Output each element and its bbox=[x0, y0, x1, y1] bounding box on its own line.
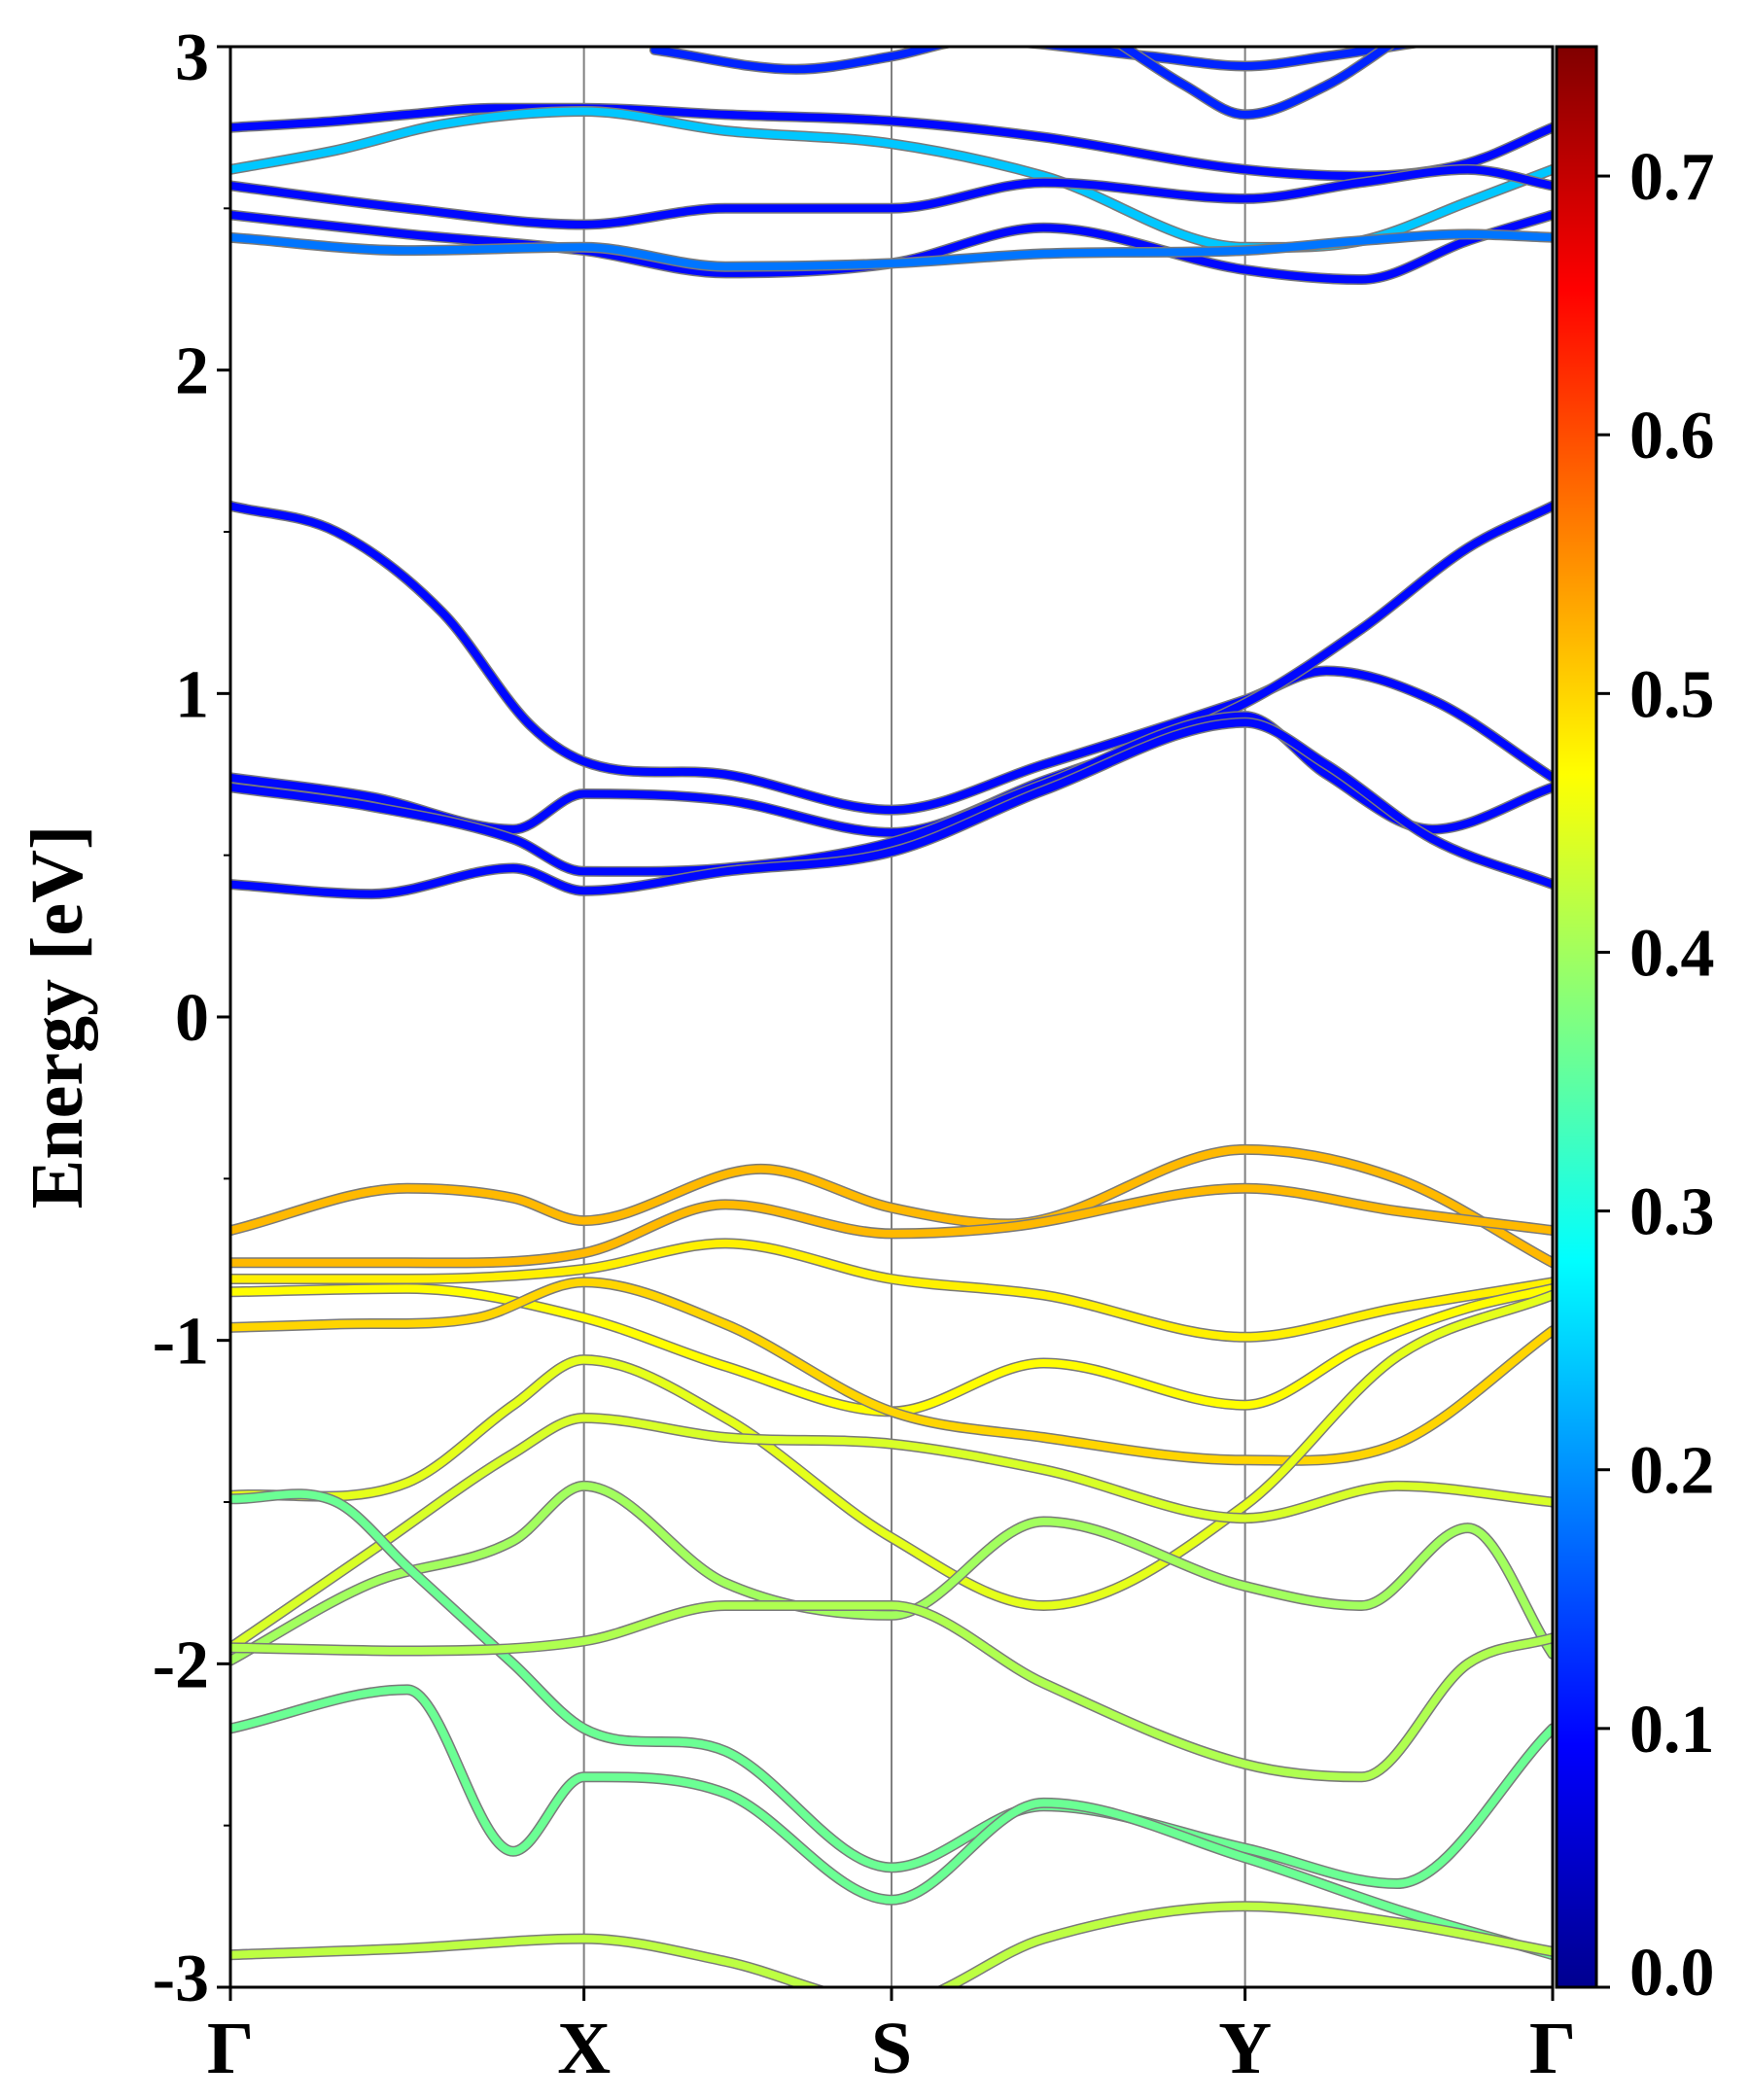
kpoint-label: S bbox=[871, 2008, 912, 2089]
colorbar-tick-label: 0.3 bbox=[1629, 1175, 1715, 1250]
colorbar-tick-label: 0.4 bbox=[1629, 916, 1715, 991]
kpoint-label: Y bbox=[1218, 2008, 1272, 2089]
band-line bbox=[230, 1184, 1553, 1267]
band-line bbox=[230, 1685, 1553, 1959]
colorbar-tick-label: 0.1 bbox=[1629, 1693, 1715, 1768]
colorbar-tick-label: 0.0 bbox=[1629, 1936, 1715, 2011]
kpoint-label: X bbox=[557, 2008, 611, 2089]
band-line bbox=[230, 104, 1553, 181]
band-line bbox=[230, 712, 1553, 876]
y-tick-label: 0 bbox=[175, 981, 209, 1056]
band-line bbox=[230, 1278, 1553, 1465]
band-line bbox=[230, 1902, 1553, 1987]
colorbar-ticks: 0.0 0.1 0.2 0.3 0.4 0.5 0.6 0.7 bbox=[1596, 140, 1715, 2011]
bands bbox=[230, 47, 1553, 1987]
colorbar-tick-label: 0.2 bbox=[1629, 1434, 1715, 1509]
band-line bbox=[230, 1601, 1553, 1781]
y-axis-title: Energy [eV] bbox=[17, 825, 98, 1209]
colorbar-gradient bbox=[1555, 45, 1598, 1989]
band-line bbox=[230, 502, 1553, 815]
band-line bbox=[230, 1291, 1553, 1610]
band-line bbox=[230, 718, 1553, 898]
band-line bbox=[230, 165, 1553, 228]
colorbar-tick-label: 0.6 bbox=[1629, 399, 1715, 473]
band-line bbox=[230, 1239, 1553, 1342]
colorbar-tick-label: 0.7 bbox=[1629, 140, 1715, 215]
band-line bbox=[230, 1489, 1553, 1888]
band-line bbox=[1117, 47, 1395, 119]
band-line bbox=[230, 229, 1553, 271]
kpoint-label: Γ bbox=[1529, 2008, 1576, 2089]
colorbar-tick-label: 0.5 bbox=[1629, 657, 1715, 732]
y-tick-label: -2 bbox=[153, 1628, 209, 1702]
colorbar: 0.0 0.1 0.2 0.3 0.4 0.5 0.6 0.7 bbox=[1555, 45, 1715, 2011]
y-tick-label: 3 bbox=[175, 20, 209, 95]
y-tick-label: 1 bbox=[175, 657, 209, 732]
y-axis-ticks: -3 -2 -1 0 1 2 3 bbox=[153, 20, 230, 2016]
vertical-gridlines bbox=[582, 47, 1246, 1987]
band-line bbox=[650, 47, 1417, 74]
kpoint-label: Γ bbox=[207, 2008, 254, 2089]
y-tick-label: -3 bbox=[153, 1942, 209, 2016]
band-line bbox=[230, 1284, 1553, 1416]
band-line bbox=[230, 1414, 1553, 1652]
band-line bbox=[230, 1145, 1553, 1267]
y-tick-label: 2 bbox=[175, 334, 209, 409]
y-tick-label: -1 bbox=[153, 1305, 209, 1380]
